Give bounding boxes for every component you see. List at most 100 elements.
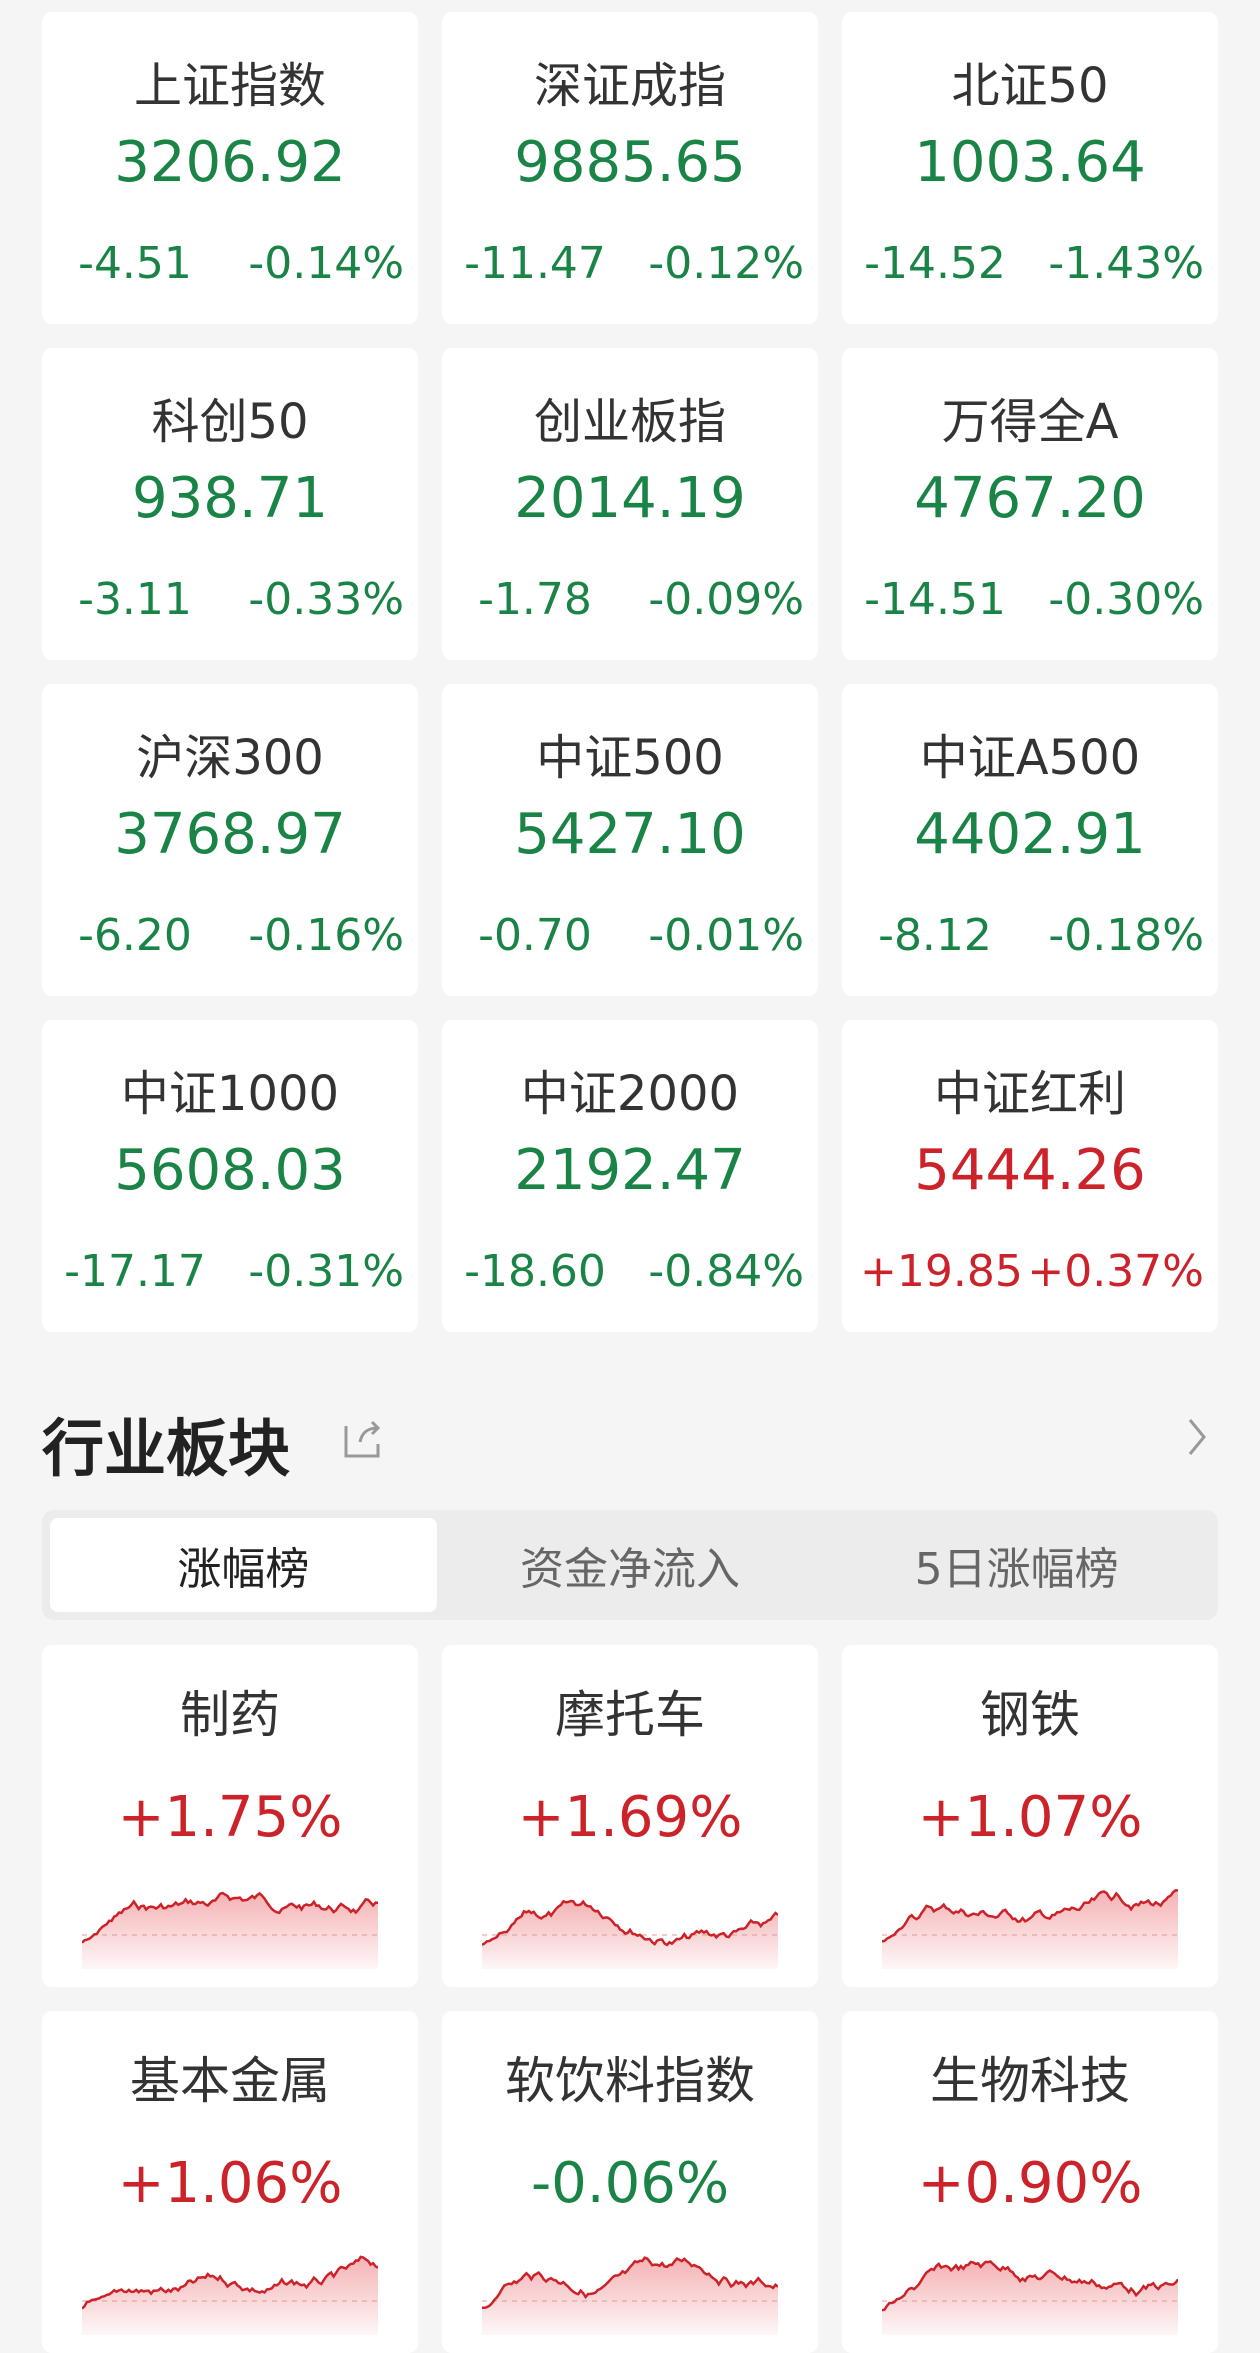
- index-value: 4767.20: [914, 466, 1146, 531]
- index-value: 5444.26: [914, 1138, 1146, 1203]
- tab-5day-gain-rank[interactable]: 5日涨幅榜: [914, 1544, 1119, 1595]
- index-change-pct: -0.14%: [248, 238, 404, 289]
- sector-sparkline: [82, 1891, 378, 1969]
- chevron-right-icon[interactable]: [1182, 1412, 1212, 1462]
- sparkline-area: [882, 2261, 1178, 2335]
- sparkline-line: [82, 2255, 378, 2310]
- index-name: 中证1000: [120, 1066, 340, 1122]
- index-grid: 上证指数 3206.92 -4.51 -0.14% 深证成指 9885.65 -1…: [42, 12, 1218, 1332]
- index-value: 1003.64: [914, 130, 1146, 195]
- index-change-pct: -0.30%: [1048, 574, 1204, 625]
- index-change: +19.85: [860, 1246, 1023, 1297]
- sparkline-area: [482, 2257, 778, 2335]
- index-change-pct: -0.33%: [248, 574, 404, 625]
- index-card[interactable]: 中证红利 5444.26 +19.85 +0.37%: [842, 1020, 1218, 1332]
- index-name: 中证红利: [933, 1066, 1126, 1122]
- section-header: 行业板块: [42, 1390, 1218, 1485]
- index-value: 5608.03: [114, 1138, 346, 1203]
- index-card[interactable]: 万得全A 4767.20 -14.51 -0.30%: [842, 348, 1218, 660]
- sector-name: 生物科技: [930, 2052, 1130, 2110]
- index-change: -3.11: [78, 574, 192, 625]
- share-icon[interactable]: [342, 1416, 386, 1460]
- index-name: 深证成指: [533, 58, 726, 114]
- sector-change-pct: -0.06%: [530, 2151, 730, 2216]
- sector-change-pct: +1.69%: [517, 1785, 743, 1850]
- index-change-pct: +0.37%: [1027, 1246, 1204, 1297]
- index-change: -6.20: [78, 910, 192, 961]
- index-change: -14.52: [864, 238, 1006, 289]
- sector-name: 基本金属: [130, 2052, 330, 2110]
- index-value: 4402.91: [914, 802, 1146, 867]
- index-card[interactable]: 科创50 938.71 -3.11 -0.33%: [42, 348, 418, 660]
- sector-card[interactable]: 摩托车 +1.69%: [442, 1645, 818, 1987]
- index-card[interactable]: 中证500 5427.10 -0.70 -0.01%: [442, 684, 818, 996]
- index-card[interactable]: 深证成指 9885.65 -11.47 -0.12%: [442, 12, 818, 324]
- index-change: -14.51: [864, 574, 1006, 625]
- index-name: 中证500: [536, 730, 724, 786]
- index-change: -11.47: [464, 238, 606, 289]
- index-name: 上证指数: [133, 58, 326, 114]
- sector-name: 软饮料指数: [505, 2052, 755, 2110]
- sector-name: 制药: [180, 1686, 280, 1744]
- index-change: -18.60: [464, 1246, 606, 1297]
- sector-sparkline: [882, 2260, 1178, 2335]
- sparkline-line: [482, 2256, 778, 2310]
- sector-change-pct: +1.07%: [917, 1785, 1143, 1850]
- tab-net-inflow[interactable]: 资金净流入: [520, 1544, 740, 1595]
- index-value: 9885.65: [514, 130, 746, 195]
- section-title: 行业板块: [42, 1412, 291, 1485]
- index-card[interactable]: 上证指数 3206.92 -4.51 -0.14%: [42, 12, 418, 324]
- sparkline-area: [882, 1890, 1178, 1969]
- sector-change-pct: +0.90%: [917, 2151, 1143, 2216]
- index-card[interactable]: 中证A500 4402.91 -8.12 -0.18%: [842, 684, 1218, 996]
- index-value: 3768.97: [114, 802, 346, 867]
- sparkline-area: [82, 1893, 378, 1969]
- index-name: 中证2000: [520, 1066, 740, 1122]
- sector-name: 摩托车: [555, 1686, 705, 1744]
- index-value: 938.71: [132, 466, 328, 531]
- sparkline-line: [82, 1891, 378, 1944]
- index-change-pct: -0.12%: [648, 238, 804, 289]
- sparkline-line: [882, 2260, 1178, 2312]
- index-name: 创业板指: [533, 394, 726, 450]
- index-card[interactable]: 中证1000 5608.03 -17.17 -0.31%: [42, 1020, 418, 1332]
- index-name: 万得全A: [941, 394, 1119, 450]
- index-change: -1.78: [478, 574, 592, 625]
- sector-change-pct: +1.75%: [117, 1785, 343, 1850]
- index-change-pct: -0.01%: [648, 910, 804, 961]
- sector-tabs: 涨幅榜 资金净流入 5日涨幅榜: [42, 1510, 1218, 1620]
- index-name: 中证A500: [919, 730, 1141, 786]
- sector-sparkline: [482, 1899, 778, 1969]
- tab-gain-rank[interactable]: 涨幅榜: [50, 1518, 437, 1612]
- index-change-pct: -0.18%: [1048, 910, 1204, 961]
- index-value: 2014.19: [514, 466, 746, 531]
- index-change: -8.12: [878, 910, 992, 961]
- index-card[interactable]: 沪深300 3768.97 -6.20 -0.16%: [42, 684, 418, 996]
- index-change: -4.51: [78, 238, 192, 289]
- sector-card[interactable]: 生物科技 +0.90%: [842, 2011, 1218, 2353]
- sector-sparkline: [82, 2255, 378, 2335]
- sparkline-line: [482, 1899, 778, 1947]
- index-card[interactable]: 创业板指 2014.19 -1.78 -0.09%: [442, 348, 818, 660]
- index-value: 5427.10: [514, 802, 746, 867]
- sector-card[interactable]: 软饮料指数 -0.06%: [442, 2011, 818, 2353]
- sparkline-area: [82, 2256, 378, 2335]
- index-card[interactable]: 北证50 1003.64 -14.52 -1.43%: [842, 12, 1218, 324]
- sector-card[interactable]: 制药 +1.75%: [42, 1645, 418, 1987]
- index-value: 2192.47: [514, 1138, 746, 1203]
- sector-sparkline: [482, 2256, 778, 2335]
- sector-change-pct: +1.06%: [117, 2151, 343, 2216]
- sector-card[interactable]: 钢铁 +1.07%: [842, 1645, 1218, 1987]
- index-name: 科创50: [151, 394, 309, 450]
- index-change-pct: -0.84%: [648, 1246, 804, 1297]
- sector-name: 钢铁: [980, 1686, 1080, 1744]
- index-name: 北证50: [951, 58, 1109, 114]
- index-change: -0.70: [478, 910, 592, 961]
- index-name: 沪深300: [136, 730, 324, 786]
- index-card[interactable]: 中证2000 2192.47 -18.60 -0.84%: [442, 1020, 818, 1332]
- sector-card[interactable]: 基本金属 +1.06%: [42, 2011, 418, 2353]
- index-change-pct: -0.16%: [248, 910, 404, 961]
- sparkline-line: [882, 1889, 1178, 1943]
- index-change: -17.17: [64, 1246, 206, 1297]
- sector-grid: 制药 +1.75% 摩托车 +1.69% 钢铁 +1.07% 基本金属 +1.0…: [42, 1645, 1218, 2353]
